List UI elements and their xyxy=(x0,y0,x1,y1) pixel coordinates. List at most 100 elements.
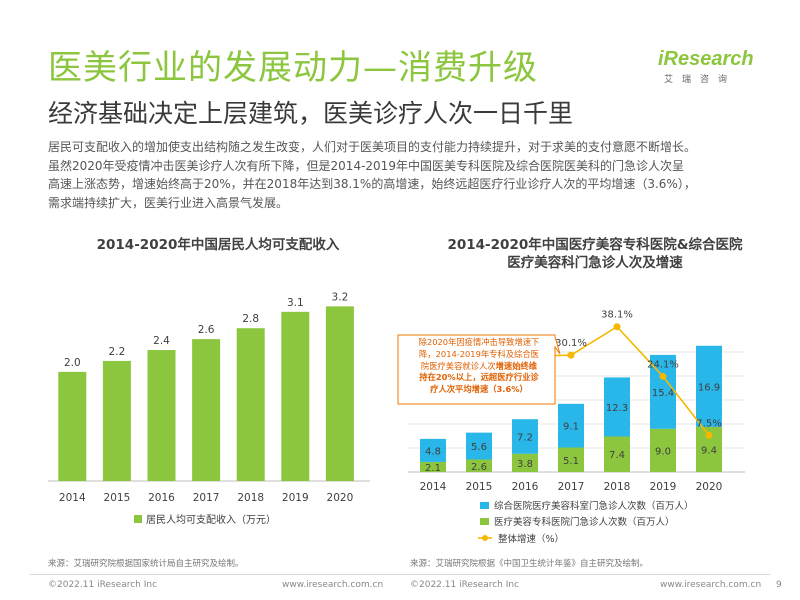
specialty-value-label: 9.0 xyxy=(655,446,671,457)
legend-swatch xyxy=(480,518,489,525)
general-value-label: 7.2 xyxy=(517,432,533,443)
income-bar xyxy=(102,360,131,481)
visits-chart-title: 2014-2020年中国医疗美容专科医院&综合医院 医疗美容科门急诊人次及增速 xyxy=(410,236,780,272)
bar-value-label: 2.0 xyxy=(64,357,81,369)
source-note-right: 来源：艾瑞研究院根据《中国卫生统计年鉴》自主研究及绘制。 xyxy=(410,559,649,569)
x-tick-label: 2018 xyxy=(237,492,264,504)
legend-swatch xyxy=(134,515,142,523)
footer-divider xyxy=(30,574,770,575)
description-line: 居民可支配收入的增加使支出结构随之发生改变，人们对于医美项目的支付能力持续提升，… xyxy=(48,140,697,154)
callout-line: 除2020年因疫情冲击导致增速下 xyxy=(418,337,540,347)
logo-tagline: 艾瑞咨询 xyxy=(664,75,737,85)
x-tick-label: 2016 xyxy=(148,492,175,504)
bar-value-label: 2.4 xyxy=(153,335,170,347)
callout-line: 院医疗美容就诊人次增速始终维 xyxy=(400,361,558,373)
general-hospital-bar xyxy=(512,419,538,454)
income-chart-title: 2014-2020年中国居民人均可支配收入 xyxy=(96,237,340,253)
iresearch-logo: iResearch 艾瑞咨询 xyxy=(652,48,762,86)
logo-wordmark: iResearch xyxy=(658,48,754,70)
bar-value-label: 3.1 xyxy=(287,297,304,309)
specialty-hospital-bar xyxy=(512,453,538,472)
general-hospital-bar xyxy=(466,432,492,460)
income-bar xyxy=(236,328,265,481)
x-tick-label: 2017 xyxy=(193,492,220,504)
page-subtitle: 经济基础决定上层建筑，医美诊疗人次一日千里 xyxy=(48,99,574,128)
general-hospital-bar xyxy=(696,345,722,427)
general-value-label: 16.9 xyxy=(698,382,720,393)
specialty-hospital-bar xyxy=(650,428,676,472)
specialty-hospital-bar xyxy=(466,459,492,472)
income-bar xyxy=(58,371,87,481)
legend-swatch xyxy=(480,502,489,509)
general-value-label: 5.6 xyxy=(471,442,487,453)
description-line: 需求端持续扩大，医美行业进入高景气发展。 xyxy=(48,195,289,210)
x-tick-label: 2019 xyxy=(282,492,309,504)
callout-line: 降，2014-2019年专科及综合医 xyxy=(419,348,539,359)
callout-plain: 院医疗美容就诊人次 xyxy=(420,360,496,371)
visits-chart-title-line: 2014-2020年中国医疗美容专科医院&综合医院 xyxy=(447,237,743,253)
footer-site: www.iresearch.com.cn xyxy=(660,580,762,590)
general-hospital-bar xyxy=(420,438,446,462)
x-tick-label: 2016 xyxy=(512,481,539,493)
specialty-value-label: 2.1 xyxy=(425,463,441,474)
callout-highlight: 疗人次平均增速（3.6%） xyxy=(430,384,528,395)
callout-highlight: 持在20%以上，远超医疗行业诊 xyxy=(419,372,539,383)
legend-line-marker xyxy=(482,535,488,541)
growth-point xyxy=(567,351,575,359)
growth-point xyxy=(613,323,621,331)
income-bar xyxy=(325,306,354,481)
growth-point xyxy=(659,372,667,380)
growth-point xyxy=(705,431,713,439)
callout-highlight: 增速始终维 xyxy=(495,360,538,371)
specialty-value-label: 9.4 xyxy=(701,445,717,456)
callout-text: 除2020年因疫情冲击导致增速下 降，2014-2019年专科及综合医 院医疗美… xyxy=(400,337,558,396)
x-tick-label: 2014 xyxy=(420,481,447,493)
bar-value-label: 2.8 xyxy=(242,313,259,325)
description-line: 高速上涨态势，增速始终高于20%，并在2018年达到38.1%的高增速，始终远超… xyxy=(48,177,696,191)
growth-label: 38.1% xyxy=(601,310,633,321)
footer-copyright: ©2022.11 iResearch Inc xyxy=(410,580,520,590)
callout-shape xyxy=(397,334,561,405)
specialty-value-label: 5.1 xyxy=(563,456,579,467)
income-bar xyxy=(281,311,310,481)
specialty-hospital-bar xyxy=(604,436,630,472)
footer-copyright: ©2022.11 iResearch Inc xyxy=(48,580,158,590)
growth-label: 7.5% xyxy=(696,418,721,429)
page-number: 9 xyxy=(776,580,782,590)
income-bar-chart: 2.0 2014 2.2 2015 2.4 2016 2.6 2017 2.8 2018 3.1 20… xyxy=(48,291,370,526)
general-hospital-bar xyxy=(558,403,584,448)
bar-value-label: 2.6 xyxy=(198,324,215,336)
general-value-label: 12.3 xyxy=(606,403,628,414)
footer-site: www.iresearch.com.cn xyxy=(282,580,384,590)
bar-value-label: 2.2 xyxy=(109,346,126,358)
legend-label: 综合医院医疗美容科室门急诊人次数（百万人） xyxy=(494,500,694,512)
legend-label: 医疗美容专科医院门急诊人次数（百万人） xyxy=(494,516,675,528)
visits-chart-title-line: 医疗美容科门急诊人次及增速 xyxy=(507,255,683,271)
income-bar xyxy=(192,339,221,481)
legend-label: 整体增速（%） xyxy=(498,533,564,545)
x-tick-label: 2020 xyxy=(327,492,354,504)
general-value-label: 15.4 xyxy=(652,388,674,399)
legend-label: 居民人均可支配收入（万元） xyxy=(146,513,276,526)
general-value-label: 9.1 xyxy=(563,422,579,433)
description: 居民可支配收入的增加使支出结构随之发生改变，人们对于医美项目的支付能力持续提升，… xyxy=(48,138,768,212)
x-tick-label: 2014 xyxy=(59,492,86,504)
specialty-value-label: 3.8 xyxy=(517,459,533,470)
specialty-value-label: 7.4 xyxy=(609,450,625,461)
bar-value-label: 3.2 xyxy=(332,291,349,303)
growth-label: 30.1% xyxy=(555,338,587,349)
general-hospital-bar xyxy=(604,377,630,437)
x-tick-label: 2015 xyxy=(466,481,493,493)
source-note-left: 来源：艾瑞研究院根据国家统计局自主研究及绘制。 xyxy=(48,559,244,569)
x-tick-label: 2020 xyxy=(696,481,723,493)
specialty-hospital-bar xyxy=(558,447,584,472)
x-tick-label: 2017 xyxy=(558,481,585,493)
specialty-hospital-bar xyxy=(420,461,446,472)
income-bar xyxy=(147,350,176,481)
x-tick-label: 2015 xyxy=(104,492,131,504)
page-title: 医美行业的发展动力—消费升级 xyxy=(48,48,538,88)
specialty-value-label: 2.6 xyxy=(471,462,487,473)
description-line: 虽然2020年受疫情冲击医美诊疗人次有所下降，但是2014-2019年中国医美专… xyxy=(48,158,684,173)
growth-label: 24.1% xyxy=(647,359,679,370)
general-value-label: 4.8 xyxy=(425,446,441,457)
